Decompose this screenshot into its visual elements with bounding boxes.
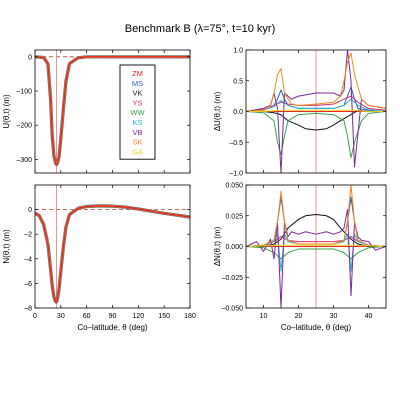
series-line [35,205,190,303]
series-line-ga [246,244,386,247]
series-line-ww [246,246,386,260]
x-tick-label: 120 [132,313,144,320]
y-tick-label: –1.0 [229,171,243,178]
y-axis-label: ΔU(θ,t) (m) [213,91,222,131]
y-tick-label: –100 [16,89,32,96]
y-tick-label: –0.5 [229,140,243,147]
series-line [35,56,190,166]
series-line-ks [246,98,386,112]
y-tick-label: 0.000 [225,244,243,251]
series-group [35,55,190,167]
y-axis-label: U(θ,t) (m) [2,94,11,129]
y-tick-label: 0.050 [225,183,243,190]
x-tick-label: 10 [260,313,268,320]
figure-title: Benchmark B (λ=75°, t=10 kyr) [125,23,276,35]
x-tick-label: 30 [330,313,338,320]
y-tick-label: –0.050 [222,306,244,313]
x-tick-label: 150 [158,313,170,320]
series-line-vk [246,109,386,131]
legend-entry-sk: SK [132,138,142,147]
x-axis-label: Co–latitude, θ (deg) [281,323,352,332]
legend-entry-ww: WW [130,108,145,117]
x-tick-label: 30 [57,313,65,320]
legend-entry-ks: KS [132,118,142,127]
series-line [35,204,190,303]
series-line [35,55,190,166]
y-tick-label: –6 [24,281,32,288]
y-tick-label: –4 [24,256,32,263]
series-line-vk [246,214,386,247]
legend-entry-vb: VB [132,128,142,137]
legend-entry-ms: MS [132,79,143,88]
y-tick-label: –2 [24,232,32,239]
x-tick-label: 40 [365,313,373,320]
series-line-sk [246,185,386,247]
y-tick-label: –0.025 [222,275,244,282]
legend-entry-ga: GA [132,147,143,156]
panel-top-left: 0 –100 –200 –300 U(θ,t) (m) [2,49,191,174]
x-tick-label: 90 [109,313,117,320]
panel-bottom-left: 0 30 60 90 120 150 180 0 –2 –4 –6 –8 Co–latitude, θ … [2,184,196,332]
x-tick-label: 180 [184,313,196,320]
series-group [246,50,386,173]
y-tick-label: 0 [28,207,32,214]
series-line [35,55,190,166]
legend-box [119,64,156,160]
series-line-vb [246,209,386,308]
y-tick-label: 1.0 [233,48,243,55]
series-line-ys [246,95,386,112]
series-line-ww [246,111,386,159]
y-tick-label: 0 [28,54,32,61]
y-tick-label: –8 [24,306,32,313]
panel-top-right: 1.0 0.5 0.0 –0.5 –1.0 ΔU(θ,t) (m) [213,48,387,178]
y-tick-label: 0.0 [233,109,243,116]
series-group [246,185,386,308]
series-line-ga [246,109,386,112]
y-tick-label: –300 [16,157,32,164]
series-group [35,204,190,304]
y-axis-label: ΔN(θ,t) (m) [213,226,222,266]
series-line-sk [246,52,386,112]
y-tick-label: 0.5 [233,78,243,85]
panel-bottom-right: 10 20 30 40 0.050 0.025 0.000 –0.025 –0.050 Co–la… [213,183,387,332]
legend-entry-vk: VK [132,89,142,98]
legend-entry-ys: YS [132,98,142,107]
x-axis-label: Co–latitude, θ (deg) [77,323,148,332]
y-tick-label: –200 [16,123,32,130]
y-tick-label: 0.025 [225,213,243,220]
x-tick-label: 0 [33,313,37,320]
legend-entry-zm: ZM [132,69,143,78]
y-axis-label: N(θ,t) (m) [2,229,11,264]
x-tick-label: 60 [83,313,91,320]
series-line [35,55,190,167]
x-tick-label: 20 [295,313,303,320]
